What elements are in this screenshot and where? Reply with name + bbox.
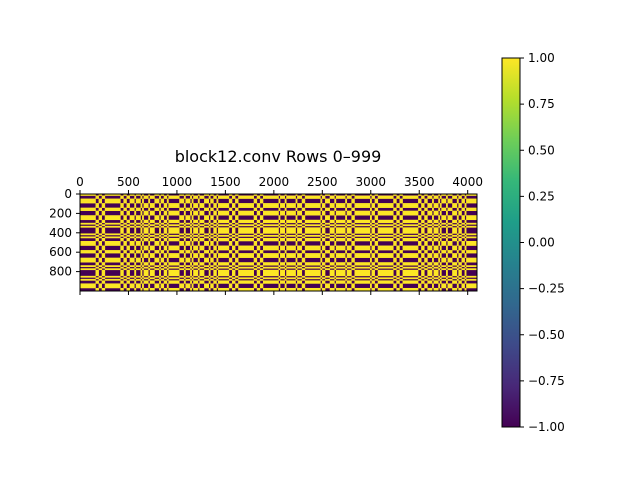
x-tick-label: 3500 [404,175,435,189]
y-tick-label: 600 [49,245,72,259]
chart-title: block12.conv Rows 0–999 [175,147,382,166]
colorbar-tick-label: 0.00 [528,236,555,250]
colorbar-tick-label: −0.75 [528,374,565,388]
x-tick-label: 2000 [259,175,290,189]
colorbar-tick-label: −0.50 [528,328,565,342]
colorbar-tick-label: −1.00 [528,420,565,434]
x-tick-label: 1500 [210,175,241,189]
x-tick-label: 500 [117,175,140,189]
y-tick-label: 0 [64,187,72,201]
x-tick-label: 1000 [162,175,193,189]
x-tick-label: 0 [76,175,84,189]
colorbar-tick-label: 0.50 [528,143,555,157]
heatmap-frame [79,193,478,292]
colorbar-tick-label: 1.00 [528,51,555,65]
y-tick-label: 400 [49,226,72,240]
y-tick-label: 200 [49,206,72,220]
colorbar [501,57,521,428]
x-tick-label: 4000 [452,175,483,189]
heatmap-image [80,194,477,291]
colorbar-axis: 1.00 0.75 0.50 0.25 0.00 −0.25 −0.50 −0.75 −1.00 [520,51,565,434]
colorbar-tick-label: −0.25 [528,282,565,296]
y-tick-label: 800 [49,265,72,279]
colorbar-tick-label: 0.75 [528,97,555,111]
colorbar-tick-label: 0.25 [528,189,555,203]
y-axis: 0 200 400 600 800 [49,187,80,279]
x-tick-label: 3000 [355,175,386,189]
x-axis: 0 500 1000 1500 2000 2500 3000 3500 4000 [76,175,483,295]
x-tick-label: 2500 [307,175,338,189]
